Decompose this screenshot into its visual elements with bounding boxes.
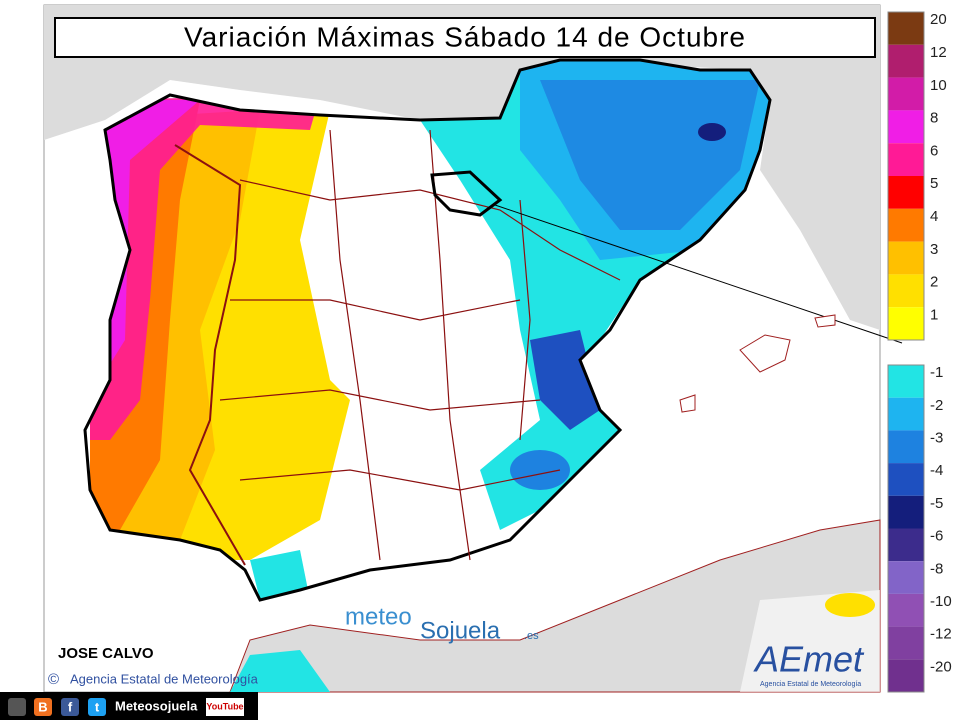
- ibiza: [679, 394, 696, 413]
- legend-swatch: [888, 397, 924, 431]
- legend-label: -5: [930, 495, 943, 512]
- legend-label: 4: [930, 208, 938, 225]
- watermark-tld: .es: [524, 630, 539, 642]
- title-box: [54, 17, 876, 58]
- legend-label: 12: [930, 44, 947, 61]
- legend-swatch: [888, 365, 924, 398]
- footer-site: Meteosojuela: [115, 698, 198, 713]
- social-icon[interactable]: [61, 698, 79, 716]
- legend-label: 6: [930, 142, 938, 159]
- legend-swatch: [888, 593, 924, 627]
- menorca: [814, 314, 836, 328]
- portugal-border: [174, 144, 246, 566]
- legend-swatch: [888, 659, 924, 692]
- legend-label: 2: [930, 274, 938, 291]
- logo: AEmet: [753, 639, 865, 680]
- youtube: YouTube: [206, 701, 243, 711]
- legend-label: -20: [930, 658, 952, 675]
- social-icon[interactable]: [34, 698, 52, 716]
- legend-swatch: [888, 495, 924, 529]
- logo-subtitle: Agencia Estatal de Meteorología: [760, 681, 861, 688]
- legend-swatch: [888, 274, 924, 308]
- legend-label: 1: [930, 306, 938, 323]
- copyright: ©: [48, 671, 59, 688]
- watermark-meteo: meteo: [345, 603, 412, 630]
- africa-warm: [825, 593, 875, 617]
- legend-label: -3: [930, 430, 943, 447]
- legend-label: -1: [930, 364, 943, 381]
- legend-label: 20: [930, 11, 947, 28]
- legend-label: 10: [930, 77, 947, 94]
- legend-swatch: [888, 307, 924, 340]
- social-icon-label: t: [95, 699, 100, 714]
- legend-swatch: [888, 208, 924, 242]
- icon-camera[interactable]: [8, 698, 26, 716]
- la-rioja: [430, 170, 503, 217]
- legend-swatch: [888, 77, 924, 111]
- province-borders: [219, 129, 621, 561]
- legend-swatch: [888, 528, 924, 562]
- legend-swatch: [888, 430, 924, 464]
- france-land: [44, 5, 880, 330]
- watermark-sojuela: Sojuela: [420, 617, 501, 644]
- legend-swatch: [888, 12, 924, 45]
- legend-label: 8: [930, 110, 938, 127]
- legend-label: -8: [930, 560, 943, 577]
- social-icon[interactable]: [88, 698, 106, 716]
- legend-label: -10: [930, 593, 952, 610]
- africa-cool: [230, 650, 330, 692]
- iberia-coast: [83, 58, 772, 602]
- legend-swatch: [888, 626, 924, 660]
- legend-label: -6: [930, 528, 943, 545]
- legend-swatch: [888, 463, 924, 496]
- legend-border: [887, 11, 925, 341]
- author: JOSE CALVO: [58, 645, 154, 662]
- legend-label: -2: [930, 397, 943, 414]
- africa-land: [229, 519, 881, 693]
- legend-swatch: [888, 561, 924, 594]
- legend-label: -12: [930, 626, 952, 643]
- legend-swatch: [888, 176, 924, 209]
- legend-label: 5: [930, 175, 938, 192]
- anomaly-fields: [90, 60, 770, 600]
- title: Variación Máximas Sábado 14 de Octubre: [184, 21, 746, 52]
- legend-label: -4: [930, 462, 943, 479]
- social-icon-label: f: [68, 699, 73, 714]
- legend-swatch: [888, 241, 924, 275]
- social-icon-label: B: [38, 699, 47, 714]
- legend-border: [887, 364, 925, 693]
- legend-swatch: [888, 44, 924, 78]
- agency: Agencia Estatal de Meteorología: [70, 671, 259, 686]
- legend-swatch: [888, 143, 924, 176]
- mallorca: [739, 334, 791, 373]
- legend-label: 3: [930, 241, 938, 258]
- youtube-box[interactable]: [206, 698, 244, 716]
- legend-swatch: [888, 110, 924, 144]
